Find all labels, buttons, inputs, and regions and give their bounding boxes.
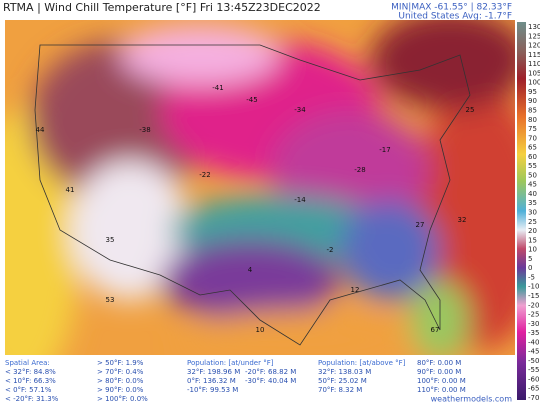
stats-row: 0°F: 136.32 M [187, 377, 236, 385]
station-labels: -41 -45 -34 -38 -28 -14 -2 10 12 27 32 35 41 44 53 67 4 -… [36, 84, 475, 334]
station-label: -2 [327, 246, 334, 254]
stats: Spatial Area:< 32°F: 84.8%< 10°F: 66.3%<… [5, 359, 466, 403]
station-label: 12 [351, 286, 360, 294]
station-label: -17 [379, 146, 390, 154]
station-label: 35 [106, 236, 115, 244]
station-label: -14 [294, 196, 306, 204]
stats-row: 90°F: 0.00 M [417, 368, 461, 376]
colorbar-tick: -60 [528, 375, 539, 383]
colorbar-tick: 60 [528, 153, 537, 161]
average: United States Avg: -1.7°F [398, 12, 512, 22]
colorbar-tick: 105 [528, 69, 540, 77]
colorbar-tick: 115 [528, 51, 540, 59]
stats-title: Population: [at/under °F] [187, 359, 274, 367]
colorbar [517, 22, 526, 400]
station-label: -22 [199, 171, 210, 179]
colorbar-tick: 65 [528, 144, 537, 152]
station-label: -45 [246, 96, 257, 104]
colorbar-tick: -10 [528, 283, 539, 291]
colorbar-tick: 130 [528, 23, 540, 31]
station-label: -41 [212, 84, 223, 92]
colorbar-tick: -35 [528, 329, 539, 337]
colorbar-tick: 85 [528, 106, 537, 114]
stats-row: -10°F: 99.53 M [187, 386, 238, 394]
colorbar-tick: 25 [528, 218, 537, 226]
colorbar-tick: -40 [528, 338, 539, 346]
colorbar-tick: 30 [528, 209, 537, 217]
stats-row: > 70°F: 0.4% [97, 368, 144, 376]
colorbar-tick: 5 [528, 255, 532, 263]
station-label: 10 [256, 326, 265, 334]
station-label: 4 [248, 266, 253, 274]
stats-row: > 50°F: 1.9% [97, 359, 144, 367]
colorbar-tick: -20 [528, 301, 539, 309]
colorbar-ticks: 1301251201151101051009590858075706560555… [528, 23, 540, 402]
stats-row: > 100°F: 0.0% [97, 395, 148, 403]
station-label: 44 [36, 126, 45, 134]
colorbar-tick: -70 [528, 394, 539, 402]
colorbar-tick: 20 [528, 227, 537, 235]
colorbar-tick: 35 [528, 199, 537, 207]
min-max: MIN|MAX -61.55° | 82.33°F [391, 3, 512, 13]
stats-row: < -20°F: 31.3% [5, 395, 59, 403]
stats-title: Spatial Area: [5, 359, 50, 367]
map [5, 20, 515, 355]
colorbar-tick: 100 [528, 79, 540, 87]
colorbar-tick: 50 [528, 171, 537, 179]
stats-row: 80°F: 0.00 M [417, 359, 461, 367]
colorbar-tick: 40 [528, 190, 537, 198]
title: RTMA | Wind Chill Temperature [°F] Fri 1… [3, 1, 321, 14]
station-label: -34 [294, 106, 306, 114]
stats-row: 32°F: 198.96 M [187, 368, 240, 376]
station-label: -38 [139, 126, 150, 134]
stats-row: -30°F: 40.04 M [245, 377, 296, 385]
colorbar-tick: 80 [528, 116, 537, 124]
colorbar-tick: 95 [528, 88, 537, 96]
credit: weathermodels.com [431, 395, 513, 404]
station-label: 25 [466, 106, 475, 114]
colorbar-tick: 15 [528, 236, 537, 244]
colorbar-tick: -30 [528, 320, 539, 328]
stats-row: 100°F: 0.00 M [417, 377, 466, 385]
colorbar-tick: 120 [528, 42, 540, 50]
colorbar-tick: -55 [528, 366, 539, 374]
colorbar-tick: 90 [528, 97, 537, 105]
colorbar-tick: -25 [528, 311, 539, 319]
colorbar-tick: -65 [528, 385, 539, 393]
station-label: 41 [66, 186, 75, 194]
colorbar-tick: 75 [528, 125, 537, 133]
stats-row: < 32°F: 84.8% [5, 368, 56, 376]
stats-row: 110°F: 0.00 M [417, 386, 466, 394]
colorbar-tick: -5 [528, 273, 535, 281]
stats-row: 70°F: 8.32 M [318, 386, 362, 394]
stats-row: > 80°F: 0.0% [97, 377, 144, 385]
station-label: 32 [458, 216, 467, 224]
stats-row: -20°F: 68.82 M [245, 368, 296, 376]
colorbar-tick: 125 [528, 32, 540, 40]
colorbar-tick: 10 [528, 246, 537, 254]
colorbar-tick: -45 [528, 348, 539, 356]
stats-row: > 90°F: 0.0% [97, 386, 144, 394]
colorbar-tick: 0 [528, 264, 532, 272]
stats-row: < 0°F: 57.1% [5, 386, 52, 394]
stats-row: 50°F: 25.02 M [318, 377, 367, 385]
station-label: 53 [106, 296, 115, 304]
station-label: 67 [431, 326, 440, 334]
colorbar-tick: -15 [528, 292, 539, 300]
stats-row: < 10°F: 66.3% [5, 377, 56, 385]
colorbar-tick: 70 [528, 134, 537, 142]
station-label: -28 [354, 166, 365, 174]
stats-row: 32°F: 138.03 M [318, 368, 371, 376]
colorbar-tick: -50 [528, 357, 539, 365]
station-label: 27 [416, 221, 425, 229]
colorbar-tick: 55 [528, 162, 537, 170]
stats-title: Population: [at/above °F] [318, 359, 406, 367]
colorbar-tick: 110 [528, 60, 540, 68]
colorbar-tick: 45 [528, 181, 537, 189]
